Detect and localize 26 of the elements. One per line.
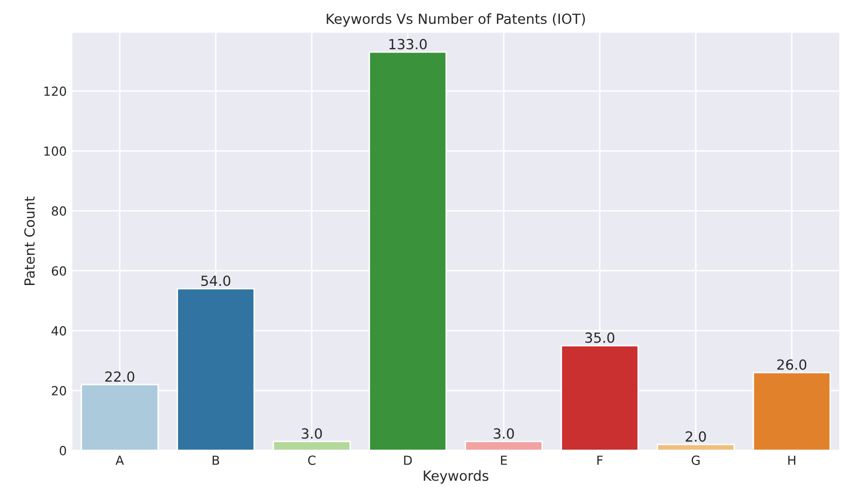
x-tick-label: D (404, 456, 412, 465)
y-tick-label: 0 (60, 446, 66, 456)
y-tick-label: 20 (52, 386, 66, 396)
x-tick-label: E (501, 456, 507, 465)
data-label: 3.0 (302, 428, 322, 439)
y-tick-label: 80 (52, 206, 66, 216)
y-tick-label: 120 (44, 86, 66, 96)
data-label: 35.0 (585, 332, 614, 343)
data-label: 26.0 (777, 359, 806, 370)
y-tick-label: 100 (44, 146, 66, 156)
y-tick-label: 60 (52, 266, 66, 276)
x-tick-label: H (788, 456, 796, 465)
data-label: 133.0 (389, 38, 427, 50)
data-label: 54.0 (201, 276, 230, 286)
y-tick-label: 40 (52, 326, 66, 336)
data-label: 22.0 (105, 371, 134, 382)
x-tick-label: G (692, 456, 700, 465)
data-label: 3.0 (494, 428, 514, 439)
y-axis-title: Patent Count (24, 196, 35, 286)
x-tick-label: C (308, 456, 316, 465)
x-tick-label: A (116, 456, 124, 465)
x-axis-title: Keywords (424, 470, 488, 484)
chart-title: Keywords Vs Number of Patents (IOT) (326, 13, 585, 27)
data-label: 2.0 (686, 431, 706, 442)
x-tick-label: B (212, 456, 220, 465)
x-tick-label: F (597, 456, 603, 465)
